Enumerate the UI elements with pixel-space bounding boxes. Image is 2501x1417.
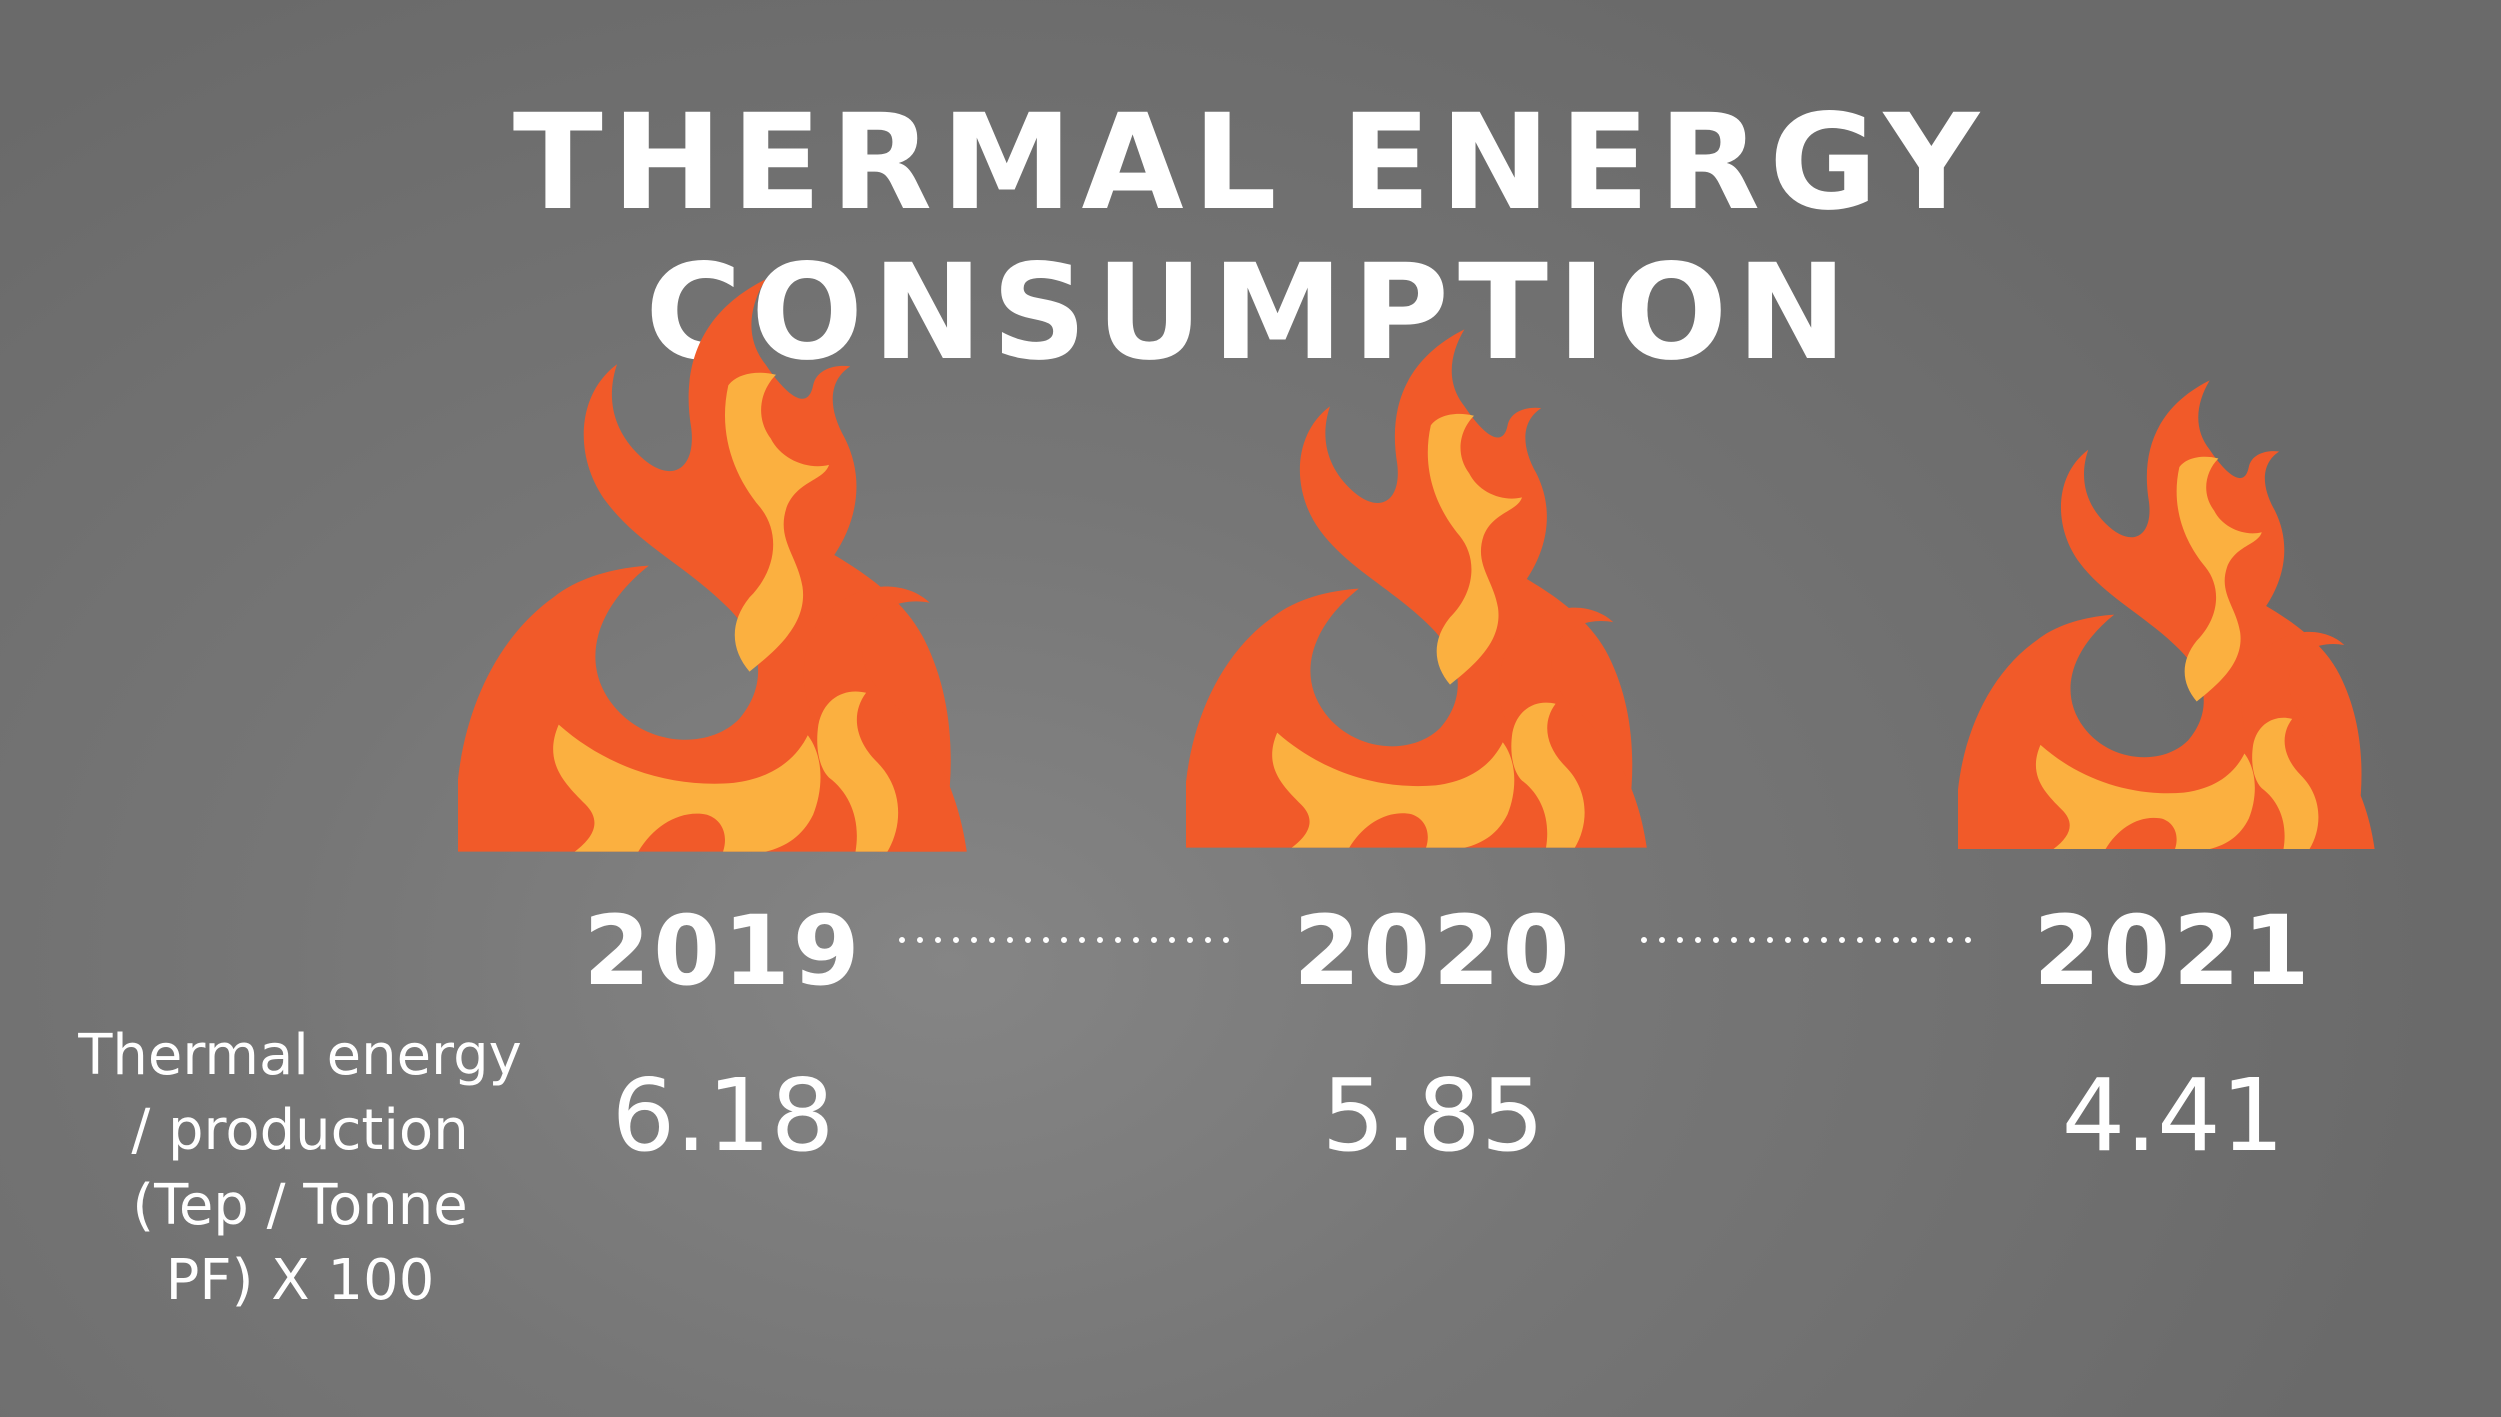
page-title: THERMAL ENERGY CONSUMPTION	[512, 86, 1989, 390]
year-label-2019: 2019	[583, 895, 863, 1007]
metric-label-line: PF) X 100	[165, 1248, 435, 1313]
metric-label-line: Thermal energy	[78, 1023, 522, 1088]
flame-icon	[1958, 360, 2392, 852]
dotted-connector	[1641, 937, 1989, 943]
flame-icon	[1186, 306, 1666, 852]
value-label-2019: 6.18	[611, 1057, 835, 1174]
value-label-2020: 5.85	[1321, 1057, 1545, 1174]
metric-label-line: / production	[131, 1098, 469, 1163]
year-label-2021: 2021	[2033, 895, 2313, 1007]
metric-label-line: (Tep / Tonne	[132, 1173, 468, 1238]
flame-icon	[458, 258, 988, 852]
year-label-2020: 2020	[1293, 895, 1573, 1007]
metric-label: Thermal energy / production (Tep / Tonne…	[40, 1018, 560, 1318]
dotted-connector	[899, 937, 1247, 943]
value-label-2021: 4.41	[2061, 1057, 2285, 1174]
